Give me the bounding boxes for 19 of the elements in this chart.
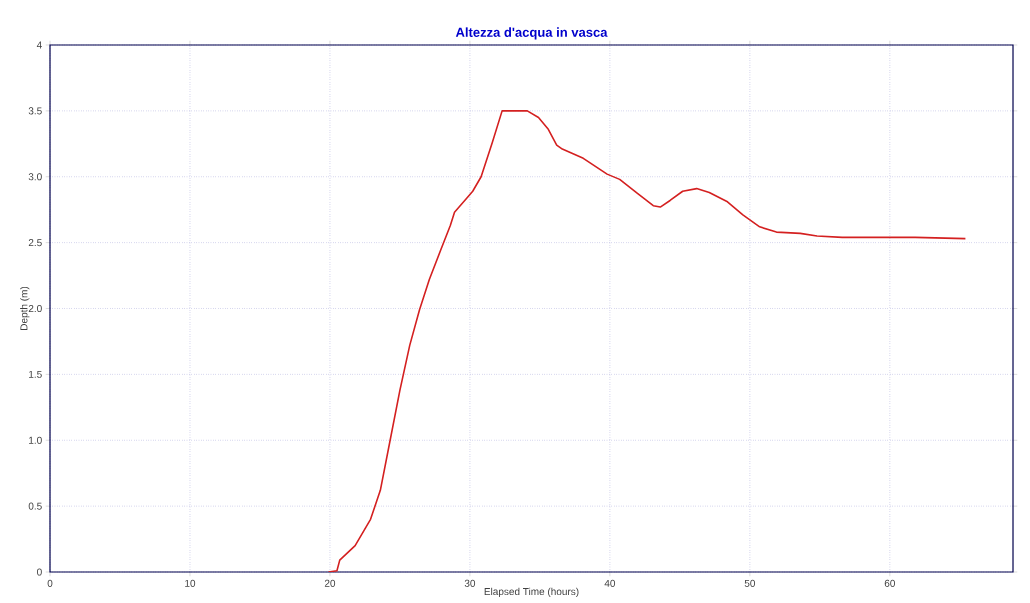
y-tick-label: 3.0 [28, 173, 42, 181]
y-tick-label: 0.5 [28, 502, 42, 510]
y-tick-label: 2.5 [28, 239, 42, 247]
y-tick-label: 2.0 [28, 304, 42, 313]
y-tick-label: 1.5 [29, 370, 42, 378]
x-tick-label: 30 [464, 579, 476, 587]
y-tick-label: 4 [36, 41, 42, 49]
y-tick-label: 1.0 [29, 436, 42, 444]
chart-title: Altezza d'acqua in vasca [455, 27, 608, 40]
x-tick-label: 10 [185, 579, 196, 587]
y-tick-label: 0 [37, 568, 42, 576]
x-axis-title: Elapsed Time (hours) [484, 587, 579, 598]
x-tick-label: 50 [744, 579, 756, 587]
x-tick-label: 60 [884, 579, 896, 587]
y-axis-title: Depth (m) [20, 286, 30, 330]
x-tick-label: 0 [47, 579, 53, 587]
x-tick-label: 20 [324, 579, 336, 587]
y-tick-label: 3.5 [28, 107, 42, 115]
x-tick-label: 40 [604, 579, 616, 587]
